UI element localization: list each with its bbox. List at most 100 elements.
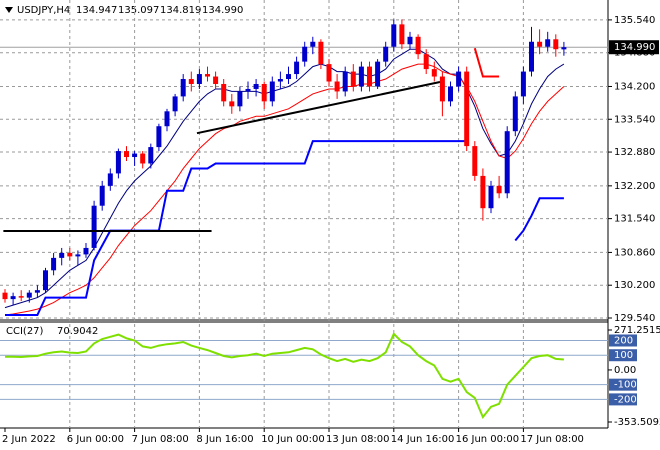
- high-price: 135.097: [118, 5, 159, 16]
- candle-body: [350, 71, 356, 87]
- y-tick-label: 132.200: [614, 181, 655, 192]
- candle-body: [553, 39, 559, 50]
- candle-body: [115, 151, 121, 174]
- candle-body: [237, 91, 243, 107]
- indicator-line: [4, 63, 565, 316]
- candle-body: [213, 76, 219, 84]
- candle-body: [448, 86, 453, 102]
- indicator-line: [4, 48, 565, 309]
- level-box: [609, 349, 637, 362]
- x-tick-label: 13 Jun 08:00: [326, 434, 390, 445]
- x-tick-label: 7 Jun 08:00: [132, 434, 189, 445]
- candle-body: [318, 41, 324, 65]
- candle-body: [391, 24, 397, 47]
- y-tick-label: 0.00: [614, 365, 636, 376]
- candle-body: [326, 64, 332, 82]
- candle-body: [140, 153, 146, 164]
- level-box: [609, 378, 637, 391]
- candle-body: [512, 96, 518, 132]
- candle-body: [269, 81, 275, 102]
- candle-body: [375, 61, 381, 87]
- candle-body: [545, 39, 551, 47]
- candle-body: [472, 146, 478, 176]
- candle-body: [132, 153, 138, 158]
- last-price-box: [609, 40, 659, 55]
- candle-body: [51, 257, 57, 271]
- candle-body: [164, 111, 170, 127]
- candle-body: [456, 71, 462, 87]
- candle-body: [294, 61, 300, 75]
- indicator-value: 70.9042: [57, 326, 98, 337]
- level-label: 200: [614, 335, 633, 346]
- level-box: [609, 393, 637, 406]
- last-price-label: 134.990: [614, 42, 655, 53]
- candle-body: [107, 173, 113, 186]
- y-tick-label: 133.540: [614, 114, 655, 125]
- candle-body: [383, 46, 389, 62]
- x-tick-label: 17 Jun 08:00: [520, 434, 584, 445]
- candle-body: [124, 151, 129, 158]
- candle-body: [415, 36, 421, 55]
- candle-body: [75, 254, 81, 257]
- y-tick-label: 130.860: [614, 247, 655, 258]
- candle-body: [253, 83, 259, 89]
- x-tick-label: 2 Jun 2022: [2, 434, 56, 445]
- level-box: [609, 334, 637, 347]
- indicator-title: CCI(27): [6, 326, 44, 337]
- y-tick-label: -353.5092: [614, 417, 660, 428]
- candle-body: [439, 76, 445, 102]
- cci-line: [5, 332, 564, 420]
- candle-body: [529, 41, 534, 72]
- candle-body: [172, 96, 178, 112]
- candle-body: [43, 270, 48, 291]
- candle-body: [188, 79, 194, 84]
- candle-body: [34, 290, 40, 293]
- candle-body: [18, 296, 24, 298]
- low-price: 134.819: [160, 5, 201, 16]
- candle-body: [464, 71, 470, 147]
- y-tick-label: 131.540: [614, 214, 655, 225]
- window-menu-icon: [5, 7, 13, 13]
- close-price: 134.990: [202, 5, 243, 16]
- candle-body: [148, 147, 154, 164]
- candle-body: [496, 185, 502, 194]
- candle-body: [431, 69, 437, 77]
- candle-body: [99, 185, 105, 206]
- candle-body: [229, 101, 235, 107]
- y-tick-label: 132.880: [614, 147, 655, 158]
- symbol: USDJPY,H4: [17, 5, 70, 16]
- x-tick-label: 6 Jun 00:00: [67, 434, 124, 445]
- candle-body: [399, 24, 405, 45]
- x-tick-label: 16 Jun 00:00: [456, 434, 520, 445]
- candle-body: [10, 296, 16, 300]
- x-tick-label: 14 Jun 16:00: [391, 434, 455, 445]
- candle-body: [91, 205, 97, 248]
- candle-body: [286, 74, 291, 80]
- candle-body: [302, 46, 308, 62]
- y-tick-label: 135.540: [614, 15, 655, 26]
- candle-body: [561, 47, 567, 50]
- candle-body: [407, 36, 413, 45]
- candle-body: [245, 88, 251, 92]
- candle-body: [488, 185, 494, 209]
- candle-body: [205, 74, 210, 77]
- candle-body: [480, 175, 486, 209]
- candle-body: [180, 79, 186, 97]
- candle-body: [2, 292, 8, 300]
- candle-body: [310, 41, 316, 47]
- candle-body: [277, 79, 283, 82]
- candle-body: [537, 41, 543, 47]
- y-tick-label: 130.200: [614, 280, 655, 291]
- candle-body: [196, 74, 202, 84]
- candle-body: [261, 83, 267, 102]
- candle-body: [221, 83, 227, 102]
- indicator-line: [473, 47, 500, 78]
- candle-body: [423, 54, 429, 70]
- candle-body: [342, 71, 348, 92]
- candle-body: [358, 66, 364, 87]
- y-tick-label: 129.540: [614, 313, 655, 324]
- x-tick-label: 8 Jun 16:00: [196, 434, 253, 445]
- level-label: 100: [614, 350, 633, 361]
- indicator-line: [5, 140, 564, 316]
